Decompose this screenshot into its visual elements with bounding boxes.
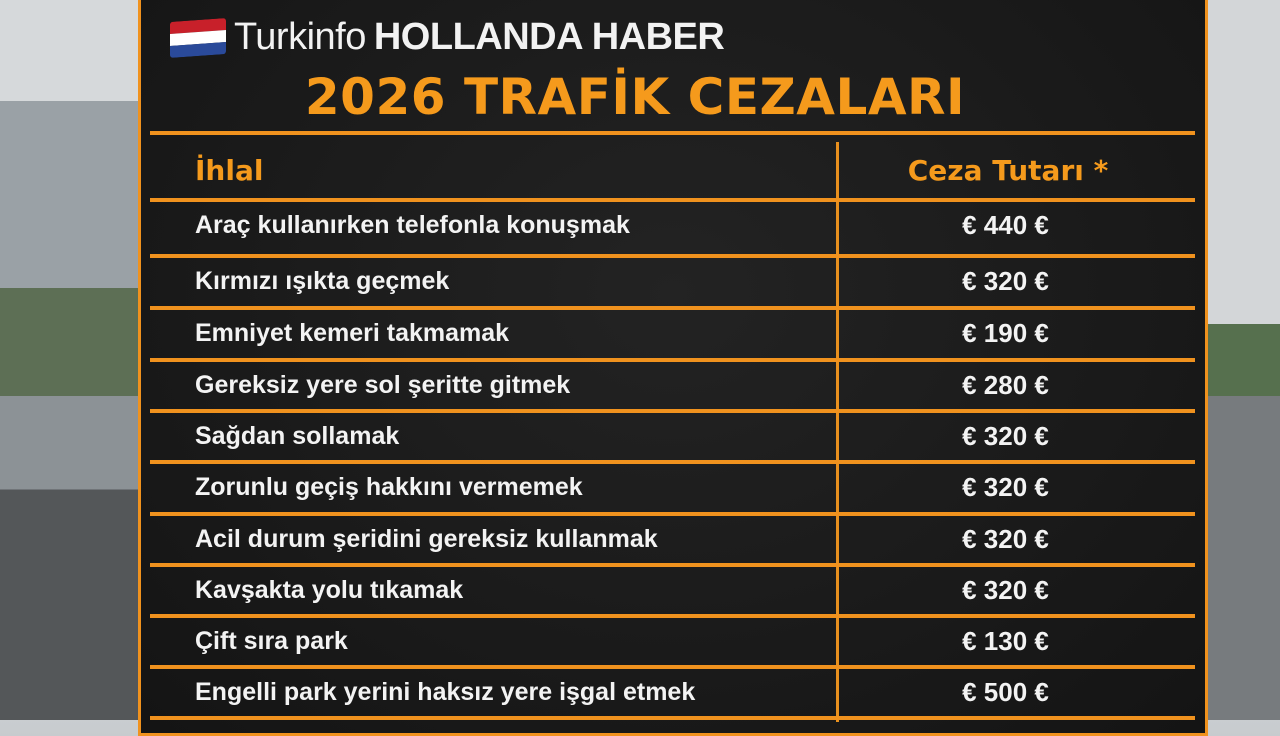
violation-text: Gereksiz yere sol şeritte gitmek bbox=[195, 371, 571, 399]
violation-text: Acil durum şeridini gereksiz kullanmak bbox=[195, 525, 658, 553]
page-title: 2026 TRAFİK CEZALARI bbox=[304, 68, 966, 126]
table-row: Kırmızı ışıkta geçmek € 320 € bbox=[150, 258, 1195, 305]
brand-name: Turkinfo bbox=[234, 16, 366, 58]
table-row: Kavşakta yolu tıkamak € 320 € bbox=[150, 567, 1195, 614]
header-fine: Ceza Tutarı * bbox=[907, 154, 1109, 187]
row-divider bbox=[150, 460, 1195, 464]
fine-amount: € 280 € bbox=[962, 370, 1049, 400]
violation-text: Araç kullanırken telefonla konuşmak bbox=[195, 211, 630, 239]
row-divider bbox=[150, 409, 1195, 413]
fine-amount: € 190 € bbox=[962, 318, 1049, 348]
table-row: Zorunlu geçiş hakkını vermemek € 320 € bbox=[150, 464, 1195, 511]
violation-text: Engelli park yerini haksız yere işgal et… bbox=[195, 678, 696, 706]
fine-amount: € 320 € bbox=[962, 421, 1049, 451]
table-row: Sağdan sollamak € 320 € bbox=[150, 413, 1195, 460]
background-road-left bbox=[0, 0, 140, 720]
violation-text: Zorunlu geçiş hakkını vermemek bbox=[195, 473, 583, 501]
violation-text: Sağdan sollamak bbox=[195, 422, 400, 450]
row-divider bbox=[150, 306, 1195, 310]
fine-amount: € 130 € bbox=[962, 626, 1049, 656]
row-divider bbox=[150, 254, 1195, 258]
table-row: Acil durum şeridini gereksiz kullanmak € … bbox=[150, 516, 1195, 563]
table-row: Engelli park yerini haksız yere işgal et… bbox=[150, 669, 1195, 716]
row-divider bbox=[150, 716, 1195, 720]
fine-amount: € 500 € bbox=[962, 677, 1049, 707]
fine-amount: € 320 € bbox=[962, 575, 1049, 605]
row-divider bbox=[150, 198, 1195, 202]
table-row: Araç kullanırken telefonla konuşmak € 440… bbox=[150, 202, 1195, 249]
divider bbox=[150, 131, 1195, 135]
row-divider bbox=[150, 358, 1195, 362]
table-row: Çift sıra park € 130 € bbox=[150, 618, 1195, 665]
netherlands-flag-icon bbox=[170, 17, 226, 58]
brand-header: Turkinfo HOLLANDA HABER bbox=[170, 16, 725, 59]
fine-amount: € 440 € bbox=[962, 210, 1049, 240]
row-divider bbox=[150, 512, 1195, 516]
column-divider bbox=[836, 142, 839, 722]
fine-amount: € 320 € bbox=[962, 266, 1049, 296]
violation-text: Kavşakta yolu tıkamak bbox=[195, 576, 464, 604]
brand-suffix: HOLLANDA HABER bbox=[373, 16, 725, 58]
row-divider bbox=[150, 563, 1195, 567]
header-violation: İhlal bbox=[195, 154, 264, 187]
violation-text: Çift sıra park bbox=[195, 627, 348, 655]
fine-amount: € 320 € bbox=[962, 524, 1049, 554]
background-road-right bbox=[1205, 0, 1280, 720]
violation-text: Emniyet kemeri takmamak bbox=[195, 319, 510, 347]
fine-amount: € 320 € bbox=[962, 472, 1049, 502]
table-row: Emniyet kemeri takmamak € 190 € bbox=[150, 310, 1195, 357]
chalkboard-panel bbox=[138, 0, 1208, 736]
row-divider bbox=[150, 614, 1195, 618]
table-row: Gereksiz yere sol şeritte gitmek € 280 € bbox=[150, 362, 1195, 409]
row-divider bbox=[150, 665, 1195, 669]
violation-text: Kırmızı ışıkta geçmek bbox=[195, 267, 450, 295]
